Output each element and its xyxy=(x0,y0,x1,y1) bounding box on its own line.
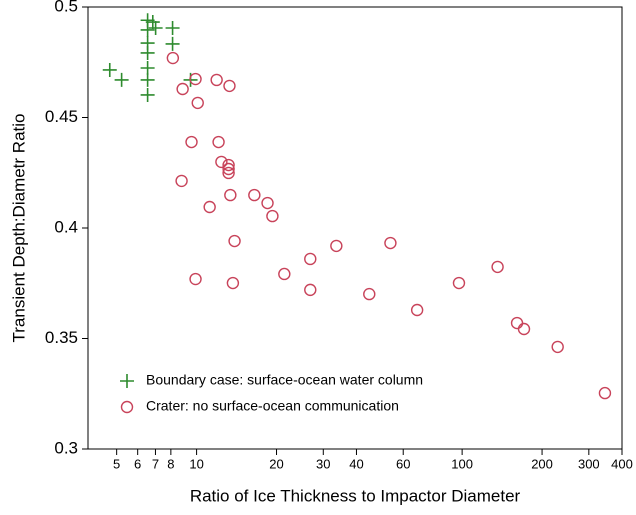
x-tick-label: 20 xyxy=(269,456,283,471)
y-tick-label: 0.35 xyxy=(45,328,78,347)
circle-marker xyxy=(222,166,235,180)
y-tick-label: 0.3 xyxy=(54,438,78,457)
circle-marker xyxy=(226,276,240,290)
y-tick-label: 0.4 xyxy=(54,217,78,236)
plus-marker xyxy=(120,374,134,388)
circle-marker xyxy=(363,287,376,301)
circle-marker xyxy=(330,239,343,253)
circle-marker xyxy=(410,303,424,317)
plus-marker xyxy=(102,62,117,77)
circle-marker xyxy=(120,400,134,414)
x-axis-label: Ratio of Ice Thickness to Impactor Diame… xyxy=(190,486,521,505)
x-tick-label: 8 xyxy=(167,456,174,471)
circle-marker xyxy=(212,135,225,149)
x-tick-label: 400 xyxy=(611,456,633,471)
circle-marker xyxy=(304,252,317,266)
circle-marker xyxy=(223,79,236,93)
x-tick-label: 7 xyxy=(152,456,159,471)
circle-marker xyxy=(304,283,317,297)
circle-marker xyxy=(203,200,216,214)
x-tick-label: 200 xyxy=(531,456,553,471)
circle-marker xyxy=(517,322,531,336)
x-tick-label: 30 xyxy=(316,456,330,471)
circle-marker xyxy=(215,155,228,169)
x-tick-label: 40 xyxy=(349,456,363,471)
y-tick-label: 0.5 xyxy=(54,0,78,15)
x-tick-label: 300 xyxy=(578,456,600,471)
plus-marker xyxy=(140,87,155,102)
x-tick-label: 5 xyxy=(113,456,120,471)
plus-marker xyxy=(140,60,155,75)
circle-marker xyxy=(189,72,202,86)
x-tick-label: 6 xyxy=(134,456,141,471)
circle-marker xyxy=(598,386,612,400)
circle-marker xyxy=(189,272,202,286)
y-axis-label: Transient Depth:Diametr Ratio xyxy=(9,114,28,343)
x-tick-label: 60 xyxy=(396,456,410,471)
circle-marker xyxy=(166,51,180,65)
circle-marker xyxy=(222,162,235,176)
circle-marker xyxy=(510,316,524,330)
circle-marker xyxy=(185,135,198,149)
plus-marker xyxy=(114,72,129,87)
legend-label: Crater: no surface-ocean communication xyxy=(146,398,399,414)
x-tick-label: 10 xyxy=(189,456,203,471)
plus-marker xyxy=(145,15,160,30)
circle-marker xyxy=(175,174,188,188)
circle-marker xyxy=(491,260,504,274)
circle-marker xyxy=(452,276,466,290)
circle-marker xyxy=(222,158,235,172)
plus-marker xyxy=(148,20,163,35)
y-tick-label: 0.45 xyxy=(45,107,78,126)
circle-marker xyxy=(384,236,397,250)
circle-marker xyxy=(551,340,564,354)
plus-marker xyxy=(165,20,180,35)
plus-marker xyxy=(140,72,155,87)
circle-marker xyxy=(191,96,204,110)
circle-marker xyxy=(266,209,279,223)
legend-label: Boundary case: surface-ocean water colum… xyxy=(146,372,423,388)
plus-marker xyxy=(140,22,155,37)
circle-marker xyxy=(210,73,223,87)
circle-marker xyxy=(248,188,261,202)
x-tick-label: 100 xyxy=(451,456,473,471)
circle-marker xyxy=(261,196,274,210)
circle-marker xyxy=(228,234,241,248)
circle-marker xyxy=(176,82,189,96)
plus-marker xyxy=(140,45,155,60)
circle-marker xyxy=(278,267,291,281)
circle-marker xyxy=(224,188,237,202)
plus-marker xyxy=(165,36,180,51)
